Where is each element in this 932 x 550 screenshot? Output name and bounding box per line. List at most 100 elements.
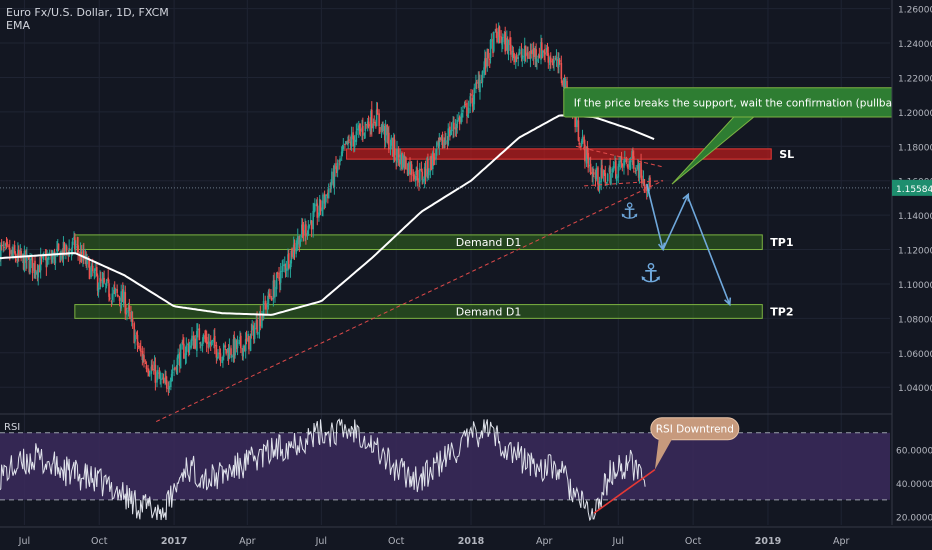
candle-body — [157, 372, 159, 374]
candle-body — [40, 256, 43, 259]
candle — [586, 140, 589, 159]
candle-body — [37, 265, 40, 278]
candle — [488, 52, 491, 68]
candle — [244, 344, 246, 352]
candle — [536, 55, 538, 70]
candle — [130, 310, 133, 327]
candle — [472, 94, 475, 112]
candle — [321, 200, 323, 216]
candle — [547, 46, 550, 69]
candle-body — [262, 300, 265, 319]
candle — [584, 139, 586, 169]
candle-body — [139, 348, 142, 352]
candle-body — [580, 145, 582, 148]
candle — [86, 253, 88, 271]
candle — [26, 246, 28, 269]
candle — [295, 240, 297, 258]
candle-body — [593, 172, 595, 175]
candle-body — [205, 336, 208, 345]
candle — [290, 250, 293, 268]
candle — [390, 134, 393, 150]
candle — [384, 119, 387, 148]
candle-body — [628, 160, 631, 168]
candle-body — [387, 133, 389, 137]
candle-body — [412, 175, 415, 177]
triangle-upper-line — [575, 145, 664, 168]
candle-body — [199, 342, 201, 344]
candle-body — [292, 244, 295, 259]
candle — [500, 30, 502, 44]
candle — [513, 52, 515, 65]
candle-body — [168, 385, 171, 390]
candle — [154, 357, 157, 391]
candle — [375, 101, 378, 127]
candle-body — [629, 161, 632, 163]
candle — [551, 58, 554, 66]
candle-body — [347, 136, 349, 145]
candle-body — [414, 175, 417, 181]
candle-body — [144, 362, 147, 364]
candle-body — [399, 154, 402, 165]
candle-body — [587, 153, 589, 168]
candle-body — [631, 150, 633, 162]
candle-body — [160, 378, 162, 380]
candle — [530, 43, 533, 59]
candle-body — [88, 261, 91, 280]
candle — [217, 349, 219, 359]
candle-body — [287, 254, 289, 271]
candle — [404, 155, 406, 170]
candle-body — [336, 170, 338, 172]
candle-body — [111, 293, 114, 300]
candle-body — [464, 103, 467, 105]
candle — [458, 115, 461, 131]
candle-body — [90, 267, 92, 278]
candle-body — [406, 168, 409, 175]
last-price-label: 1.15584 — [896, 185, 932, 195]
candle — [244, 332, 247, 359]
candle — [3, 240, 5, 252]
candle — [179, 343, 182, 369]
candle — [88, 258, 91, 280]
candle — [167, 381, 170, 396]
candle-body — [392, 140, 395, 155]
candle-body — [153, 363, 156, 371]
candle — [107, 269, 109, 284]
candle — [447, 123, 450, 147]
candle-body — [637, 164, 639, 170]
candle — [475, 79, 478, 90]
candle-body — [484, 58, 487, 69]
candle-body — [215, 344, 218, 358]
candle-body — [6, 241, 9, 245]
candle — [338, 159, 341, 170]
candle-body — [274, 286, 276, 298]
candle — [96, 261, 98, 277]
candle — [301, 218, 304, 239]
candle — [299, 235, 301, 247]
candle-body — [396, 149, 398, 163]
candle — [284, 263, 287, 278]
candle — [301, 217, 303, 242]
candle — [202, 333, 205, 344]
candle-body — [178, 352, 181, 367]
candle-body — [74, 245, 77, 249]
candle — [52, 249, 54, 264]
candle — [222, 355, 224, 368]
candle — [612, 161, 615, 173]
candle-body — [632, 152, 634, 159]
candle — [349, 136, 352, 150]
candle — [235, 339, 238, 353]
candle — [158, 367, 161, 379]
candle — [440, 135, 443, 146]
candle — [62, 236, 65, 266]
candle — [413, 171, 415, 182]
anchor-icon: ⚓ — [620, 200, 640, 225]
zones: SL Demand D1 TP1 Demand D1 TP2 — [74, 148, 794, 319]
candle — [108, 279, 110, 302]
candle — [133, 321, 136, 344]
candle — [540, 34, 542, 65]
candle-body — [333, 165, 336, 188]
candle-body — [514, 56, 517, 63]
candle-body — [388, 132, 390, 150]
candle-body — [167, 388, 170, 390]
